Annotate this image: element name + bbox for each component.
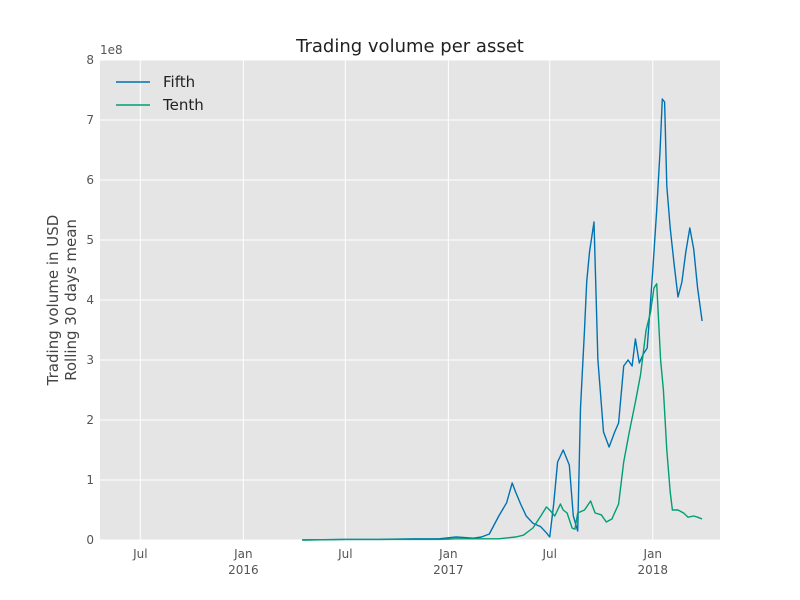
y-offset-label: 1e8 [100,43,123,57]
y-axis-label-line-1: Trading volume in USD [44,215,62,387]
y-tick-label: 0 [86,533,94,547]
y-tick-label: 7 [86,113,94,127]
x-tick-label: Jan [643,547,663,561]
series-line-tenth [302,283,703,541]
y-tick-labels: 0 1 2 3 4 5 6 7 8 [86,53,94,547]
legend: Fifth Tenth [116,73,204,114]
y-tick-label: 3 [86,353,94,367]
y-tick-label: 5 [86,233,94,247]
x-tick-year-label: 2016 [228,563,259,577]
x-tick-label: Jul [132,547,147,561]
series-layer [302,98,703,541]
x-tick-label: Jan [233,547,253,561]
legend-label-tenth: Tenth [162,96,204,114]
x-tick-label: Jul [337,547,352,561]
x-tick-labels: Jul Jan 2016 Jul Jan 2017 Jul Jan 2018 [132,547,668,577]
chart-title: Trading volume per asset [295,36,524,57]
y-tick-label: 6 [86,173,94,187]
series-line-fifth [302,98,703,541]
y-tick-label: 1 [86,473,94,487]
y-axis-label-line-2: Rolling 30 days mean [62,219,80,381]
legend-label-fifth: Fifth [163,73,195,91]
y-tick-label: 4 [86,293,94,307]
x-tick-year-label: 2018 [638,563,669,577]
x-tick-year-label: 2017 [433,563,464,577]
x-tick-label: Jan [438,547,458,561]
y-tick-label: 2 [86,413,94,427]
y-tick-label: 8 [86,53,94,67]
x-tick-label: Jul [541,547,556,561]
